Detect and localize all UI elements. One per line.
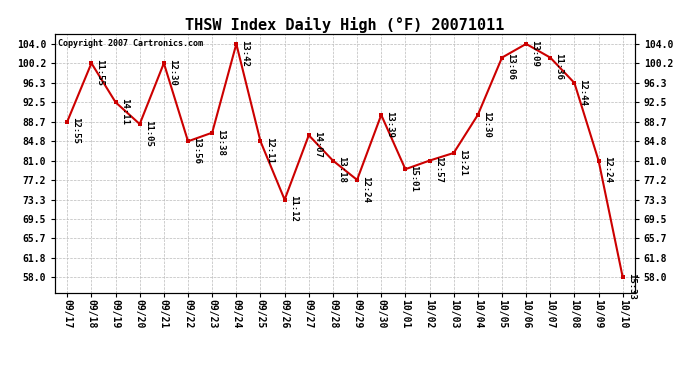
Text: 12:24: 12:24 — [362, 176, 371, 203]
Text: 11:55: 11:55 — [96, 59, 105, 86]
Text: 15:01: 15:01 — [410, 165, 419, 192]
Text: 14:07: 14:07 — [313, 131, 322, 158]
Text: 13:42: 13:42 — [241, 40, 250, 67]
Text: Copyright 2007 Cartronics.com: Copyright 2007 Cartronics.com — [58, 39, 203, 48]
Text: 12:57: 12:57 — [434, 156, 443, 183]
Text: 13:21: 13:21 — [458, 149, 467, 176]
Text: 12:11: 12:11 — [265, 137, 274, 164]
Text: 13:39: 13:39 — [386, 111, 395, 138]
Text: 14:11: 14:11 — [120, 98, 129, 125]
Text: 15:33: 15:33 — [627, 273, 636, 300]
Text: 11:12: 11:12 — [289, 195, 298, 222]
Text: 13:06: 13:06 — [506, 53, 515, 80]
Text: 13:56: 13:56 — [193, 137, 201, 164]
Text: 13:18: 13:18 — [337, 156, 346, 183]
Text: 11:36: 11:36 — [555, 53, 564, 80]
Text: 11:05: 11:05 — [144, 120, 153, 147]
Text: 13:38: 13:38 — [217, 129, 226, 155]
Text: 12:30: 12:30 — [168, 59, 177, 86]
Text: 12:44: 12:44 — [579, 79, 588, 106]
Title: THSW Index Daily High (°F) 20071011: THSW Index Daily High (°F) 20071011 — [186, 16, 504, 33]
Text: 12:30: 12:30 — [482, 111, 491, 138]
Text: 12:55: 12:55 — [72, 117, 81, 144]
Text: 13:09: 13:09 — [531, 40, 540, 67]
Text: 12:24: 12:24 — [603, 156, 612, 183]
